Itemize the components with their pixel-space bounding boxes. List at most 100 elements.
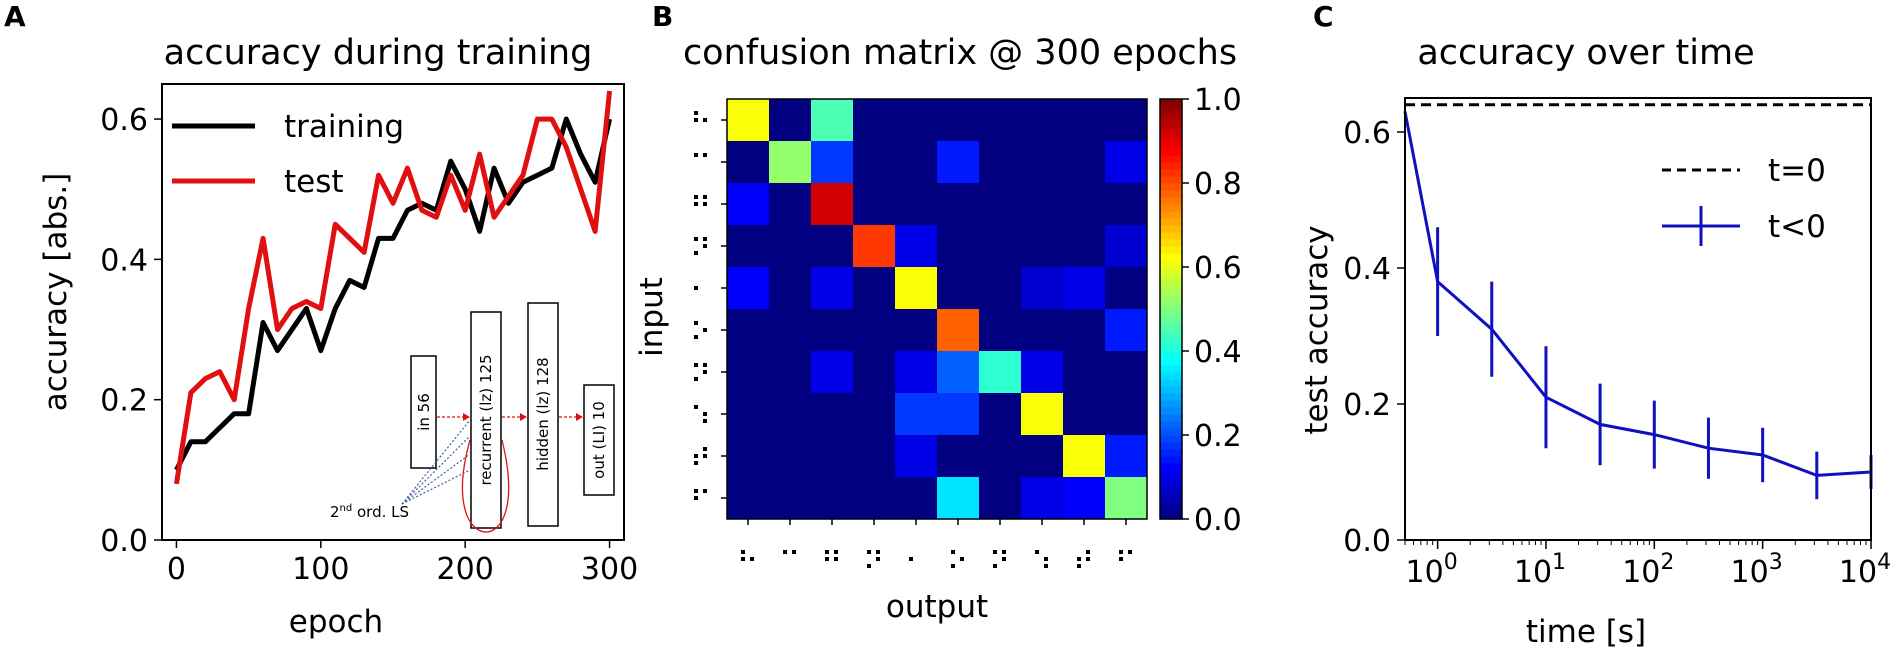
inset-label-recurrent: recurrent (lz) 125 (477, 354, 495, 485)
heatmap-cell-5-8 (1063, 309, 1106, 352)
heatmap-cell-2-2 (811, 183, 854, 226)
heatmap-cell-1-5 (937, 141, 980, 184)
heatmap-cell-3-5 (937, 225, 980, 268)
heatmap-cell-8-8 (1063, 435, 1106, 478)
colorbar-segment-3 (1160, 491, 1182, 499)
chart-a: accuracy during training epoch accuracy … (38, 33, 638, 640)
chart-a-xtick-label-3: 300 (581, 552, 638, 587)
colorbar-segment-38 (1160, 246, 1182, 254)
heatmap-cell-9-9 (1105, 477, 1148, 520)
heatmap-cell-1-4 (895, 141, 938, 184)
input-glyph-5 (694, 321, 707, 339)
inset-box-recurrent (470, 311, 502, 529)
colorbar-segment-22 (1160, 358, 1182, 366)
colorbar-tick-label-2: 0.4 (1194, 335, 1242, 370)
heatmap-cell-6-1 (769, 351, 812, 394)
inset-box-hidden (527, 302, 559, 527)
heatmap-cell-6-2 (811, 351, 854, 394)
heatmap-cell-0-2 (811, 99, 854, 142)
heatmap-cell-4-9 (1105, 267, 1148, 310)
output-glyph-8 (1077, 550, 1090, 568)
inset-box-out (583, 384, 615, 496)
colorbar-segment-6 (1160, 470, 1182, 478)
colorbar-segment-27 (1160, 323, 1182, 331)
chart-b-xlabel: output (886, 589, 988, 625)
heatmap-cell-0-5 (937, 99, 980, 142)
heatmap-cell-5-0 (727, 309, 770, 352)
heatmap-cell-1-8 (1063, 141, 1106, 184)
colorbar-segment-16 (1160, 400, 1182, 408)
chart-a-xtick-label-2: 200 (437, 552, 494, 587)
colorbar-segment-10 (1160, 442, 1182, 450)
legend-label-t0: t=0 (1768, 153, 1826, 189)
chart-a-xlabel: epoch (289, 604, 383, 640)
colorbar-segment-7 (1160, 463, 1182, 471)
chart-b: confusion matrix @ 300 epochs input outp… (634, 33, 1242, 625)
chart-b-title: confusion matrix @ 300 epochs (683, 33, 1237, 73)
heatmap-cell-2-8 (1063, 183, 1106, 226)
chart-c-legend: t=0 t<0 (1662, 153, 1826, 246)
colorbar-segment-33 (1160, 281, 1182, 289)
colorbar-tick-label-3: 0.6 (1194, 251, 1242, 286)
heatmap-cell-3-9 (1105, 225, 1148, 268)
colorbar-segment-46 (1160, 190, 1182, 198)
heatmap-cell-2-1 (769, 183, 812, 226)
chart-c-ylabel: test accuracy (1299, 225, 1335, 434)
output-glyph-9 (1119, 550, 1132, 561)
heatmap-cell-9-1 (769, 477, 812, 520)
heatmap-cell-0-7 (1021, 99, 1064, 142)
legend-label-test: test (284, 164, 344, 200)
colorbar-segment-32 (1160, 288, 1182, 296)
colorbar-segment-28 (1160, 316, 1182, 324)
chart-c: accuracy over time time [s] test accurac… (1299, 33, 1891, 650)
chart-b-ylabel: input (634, 277, 670, 357)
colorbar-segment-30 (1160, 302, 1182, 310)
heatmap-cell-3-1 (769, 225, 812, 268)
heatmap-cell-6-3 (853, 351, 896, 394)
chart-c-series-line (1403, 111, 1872, 477)
heatmap-cell-6-4 (895, 351, 938, 394)
heatmap-cell-0-4 (895, 99, 938, 142)
heatmap-cell-2-6 (979, 183, 1022, 226)
heatmap-cell-0-8 (1063, 99, 1106, 142)
colorbar-tick-label-4: 0.8 (1194, 167, 1242, 202)
inset-ls-line-4 (401, 469, 471, 505)
chart-c-xtick-label-2: 102 (1622, 550, 1674, 590)
colorbar-segment-55 (1160, 127, 1182, 135)
heatmap-cell-7-4 (895, 393, 938, 436)
input-glyph-0 (694, 111, 707, 122)
heatmap-cell-4-2 (811, 267, 854, 310)
chart-c-ytick-label-2: 0.4 (1343, 252, 1391, 287)
chart-a-xtick-label-1: 100 (292, 552, 349, 587)
heatmap-cell-7-6 (979, 393, 1022, 436)
panel-label-a: A (4, 0, 26, 33)
colorbar-tick-label-5: 1.0 (1194, 83, 1242, 118)
heatmap-cell-9-4 (895, 477, 938, 520)
heatmap-cell-4-8 (1063, 267, 1106, 310)
heatmap-cell-5-6 (979, 309, 1022, 352)
heatmap-cell-9-7 (1021, 477, 1064, 520)
colorbar-segment-11 (1160, 435, 1182, 443)
heatmap-cell-3-8 (1063, 225, 1106, 268)
colorbar-segment-37 (1160, 253, 1182, 261)
input-glyph-9 (694, 489, 707, 500)
inset-arrowhead-2 (520, 413, 527, 421)
colorbar-segment-8 (1160, 456, 1182, 464)
colorbar-segment-29 (1160, 309, 1182, 317)
chart-a-ytick-label-1: 0.2 (100, 384, 148, 419)
inset-recurrent-loop (461, 439, 510, 533)
colorbar-tick-label-0: 0.0 (1194, 503, 1242, 538)
heatmap-cell-7-5 (937, 393, 980, 436)
heatmap-cell-4-7 (1021, 267, 1064, 310)
colorbar-segment-31 (1160, 295, 1182, 303)
heatmap-cell-6-7 (1021, 351, 1064, 394)
heatmap-cell-3-3 (853, 225, 896, 268)
colorbar-tick-label-1: 0.2 (1194, 419, 1242, 454)
colorbar-segment-14 (1160, 414, 1182, 422)
heatmap-cell-5-7 (1021, 309, 1064, 352)
colorbar-segment-42 (1160, 218, 1182, 226)
input-glyph-8 (694, 447, 707, 465)
heatmap-cell-6-5 (937, 351, 980, 394)
colorbar-segment-41 (1160, 225, 1182, 233)
